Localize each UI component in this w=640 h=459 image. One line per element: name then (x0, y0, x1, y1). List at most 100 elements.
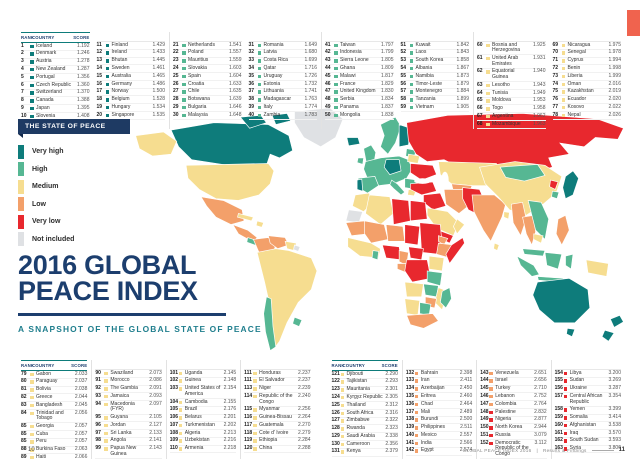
score-value: 2.237 (297, 377, 311, 384)
band-color-chip (409, 59, 413, 63)
rank-value: 149 (480, 416, 489, 423)
ranking-row: 158 Yemen 3.399 (554, 407, 621, 415)
score-value: 1.975 (608, 41, 621, 48)
band-color-chip (334, 51, 338, 55)
rank-value: 122 (331, 378, 340, 385)
band-color-chip (340, 442, 344, 447)
score-value: 2.398 (459, 369, 473, 376)
band-color-chip (257, 105, 261, 110)
band-color-chip (414, 418, 419, 422)
country-name: Costa Rica (263, 57, 288, 64)
score-value: 1.388 (76, 97, 90, 104)
score-value: 1.741 (304, 88, 317, 95)
band-color-chip (334, 105, 338, 110)
ranking-column-111-120: 111 Honduras 2.237 111 El Salvador 2.237 113 Ni… (240, 360, 314, 459)
score-value: 1.559 (228, 57, 242, 64)
region-uk (363, 144, 377, 164)
ranking-column-41-50: 41 Taiwan 1.797 42 Indonesia 1.799 43 Sierra Le… (321, 32, 398, 129)
rank-value: 163 (554, 445, 563, 452)
score-value: 2.066 (74, 454, 88, 459)
score-value: 2.086 (149, 377, 162, 384)
band-color-chip (30, 432, 34, 437)
ranking-row: 163 Syria 3.806 (554, 445, 621, 454)
ranking-row: 56 Timor-Leste 1.879 (400, 81, 469, 89)
score-value: 2.752 (534, 392, 547, 399)
ranking-row: 1 Iceland 1.192 (21, 43, 90, 51)
country-name: Republic of the Congo (259, 392, 293, 405)
rank-value: 34 (248, 64, 255, 71)
header-rank: RANK (331, 363, 345, 368)
footer-divider: | (536, 447, 538, 453)
country-name: Bangladesh (36, 401, 63, 408)
region-namibia (404, 298, 421, 316)
country-name: Germany (111, 80, 133, 87)
country-name: Belgium (111, 96, 130, 103)
band-color-chip (105, 113, 109, 118)
country-name: Iran (420, 377, 430, 384)
section-tab (627, 10, 640, 36)
ranking-row: 70 Senegal 1.978 (552, 50, 621, 58)
score-value: 2.574 (459, 447, 473, 454)
ranking-row: 4 New Zealand 1.287 (21, 66, 90, 75)
ranking-row: 102 Guinea 2.148 (169, 378, 237, 386)
rankings-table-top: RANK COUNTRY SCORE 1 Iceland 1.192 2 Denmark… (18, 32, 625, 129)
country-name: Tanzania (415, 96, 436, 103)
footer: GLOBAL PEACE INDEX 2016 | Results & Find… (463, 447, 625, 453)
ranking-row: 50 Mongolia 1.838 (325, 112, 394, 120)
score-value: 1.799 (380, 49, 394, 56)
country-name: Estonia (263, 80, 281, 87)
rank-value: 45 (325, 72, 331, 79)
rank-value: 99 (95, 445, 101, 452)
country-name: Canada (36, 97, 54, 104)
band-color-chip (561, 113, 565, 118)
rank-value: 138 (405, 416, 415, 423)
country-name: Rwanda (346, 425, 365, 432)
rank-value: 136 (405, 400, 415, 407)
rank-value: 145 (480, 385, 489, 392)
band-color-chip (414, 402, 419, 407)
band-color-chip (414, 449, 419, 453)
rank-value: 139 (405, 424, 415, 431)
rank-value: 19 (96, 103, 103, 110)
score-value: 1.774 (304, 103, 317, 110)
ranking-row: 75 Kazakhstan 2.019 (552, 89, 621, 97)
score-value: 2.176 (223, 406, 237, 413)
region-tasmania (566, 327, 576, 338)
ranking-column-90-100: 90 Swaziland 2.073 91 Morocco 2.086 92 The Gamb… (91, 360, 165, 459)
country-name: Botswana (188, 96, 210, 103)
band-color-chip (30, 60, 34, 64)
region-uruguay (292, 316, 303, 327)
region-australia (532, 277, 591, 324)
ranking-column-51-59: 51 Kuwait 1.842 52 Laos 1.843 53 South Korea 1.8… (398, 32, 474, 129)
score-value: 2.312 (385, 401, 398, 408)
ranking-row: 132 Bahrain 2.398 (405, 369, 473, 378)
score-value: 1.994 (608, 57, 621, 64)
country-name: Armenia (184, 445, 204, 452)
ranking-row: 98 Angola 2.141 (95, 438, 162, 446)
rank-value: 69 (552, 41, 559, 48)
country-name: Paraguay (36, 378, 58, 385)
rank-value: 90 (95, 369, 101, 376)
band-color-chip (105, 51, 109, 55)
band-color-chip (253, 394, 257, 399)
rank-value: 120 (244, 445, 253, 452)
ranking-column-31-40: 31 Romania 1.649 32 Latvia 1.680 33 Costa Rica 1… (246, 32, 322, 129)
rank-value: 130 (331, 440, 340, 447)
band-color-chip (340, 372, 344, 377)
country-name: South Africa (346, 409, 374, 416)
score-value: 2.037 (74, 378, 88, 385)
band-color-chip (253, 408, 257, 412)
region-drc (404, 259, 432, 283)
band-color-chip (563, 379, 568, 383)
band-color-chip (561, 105, 565, 110)
score-value: 2.038 (74, 386, 88, 393)
rank-value: 6 (21, 81, 24, 88)
country-name: Ethiopia (259, 437, 278, 444)
ranking-row: 136 Chad 2.464 (405, 400, 473, 409)
score-value: 2.464 (459, 400, 473, 407)
score-value: 1.843 (456, 49, 469, 56)
rank-value: 21 (173, 41, 179, 48)
country-name: Guinea-Bissau (259, 414, 292, 421)
region-papua-new-guinea (585, 259, 609, 277)
rank-value: 8 (21, 97, 24, 104)
